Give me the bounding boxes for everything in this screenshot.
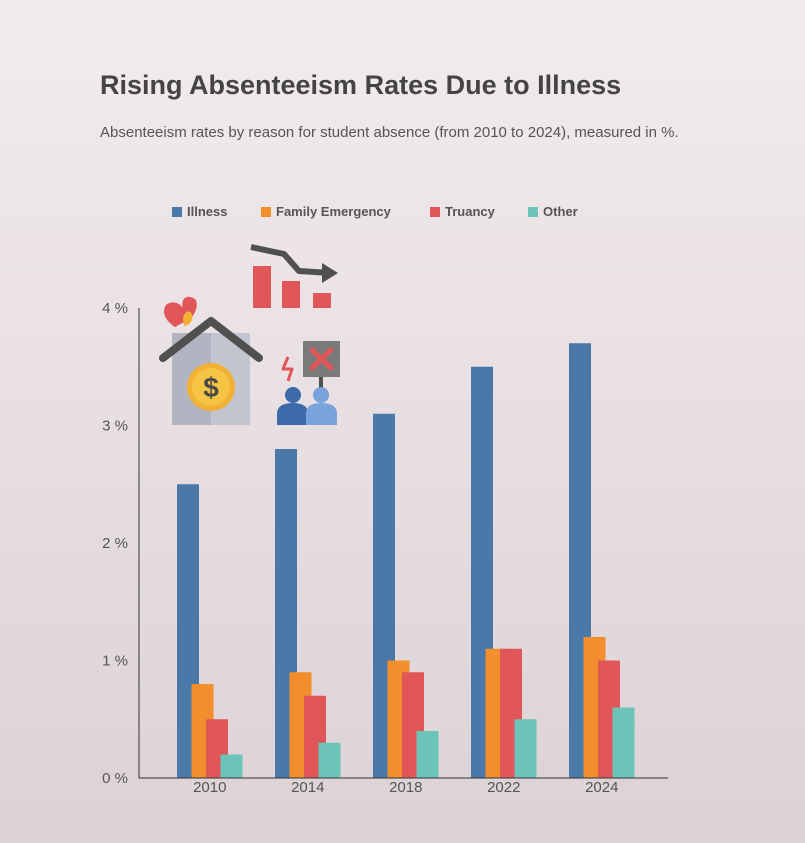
svg-text:$: $ <box>203 372 219 403</box>
y-tick-label: 2 % <box>102 535 128 552</box>
legend-swatch-truancy <box>430 207 440 217</box>
chart-title: Rising Absenteeism Rates Due to Illness <box>100 70 622 100</box>
legend-item-illness: Illness <box>172 204 227 219</box>
y-tick-label: 0 % <box>102 770 128 787</box>
bar-other-2022 <box>514 719 537 778</box>
legend-label-family-emergency: Family Emergency <box>276 204 391 219</box>
legend-item-truancy: Truancy <box>430 204 495 219</box>
x-tick-label: 2022 <box>487 779 520 796</box>
bar-other-2010 <box>220 754 243 778</box>
protest-people-icon <box>277 341 340 425</box>
y-axis-ticks: 0 % 1 % 2 % 3 % 4 % <box>102 300 128 787</box>
x-axis-ticks: 2010 2014 2018 2022 2024 <box>193 779 618 796</box>
legend-swatch-family-emergency <box>261 207 271 217</box>
legend-swatch-other <box>528 207 538 217</box>
x-tick-label: 2014 <box>291 779 324 796</box>
x-tick-label: 2024 <box>585 779 618 796</box>
legend-item-other: Other <box>528 204 578 219</box>
declining-bars-icon <box>250 244 338 308</box>
legend-label-other: Other <box>543 204 578 219</box>
bar-other-2018 <box>416 731 439 778</box>
bars-group <box>177 343 635 778</box>
x-tick-label: 2010 <box>193 779 226 796</box>
y-tick-label: 4 % <box>102 300 128 317</box>
y-tick-label: 1 % <box>102 653 128 670</box>
legend-swatch-illness <box>172 207 182 217</box>
house-fire-icon: $ <box>159 296 263 425</box>
legend-item-family-emergency: Family Emergency <box>261 204 391 219</box>
legend-label-truancy: Truancy <box>445 204 495 219</box>
y-tick-label: 3 % <box>102 418 128 435</box>
x-tick-label: 2018 <box>389 779 422 796</box>
bar-other-2014 <box>318 742 341 778</box>
legend-label-illness: Illness <box>187 204 228 219</box>
bar-other-2024 <box>612 707 635 778</box>
chart-subtitle: Absenteeism rates by reason for student … <box>100 124 679 141</box>
